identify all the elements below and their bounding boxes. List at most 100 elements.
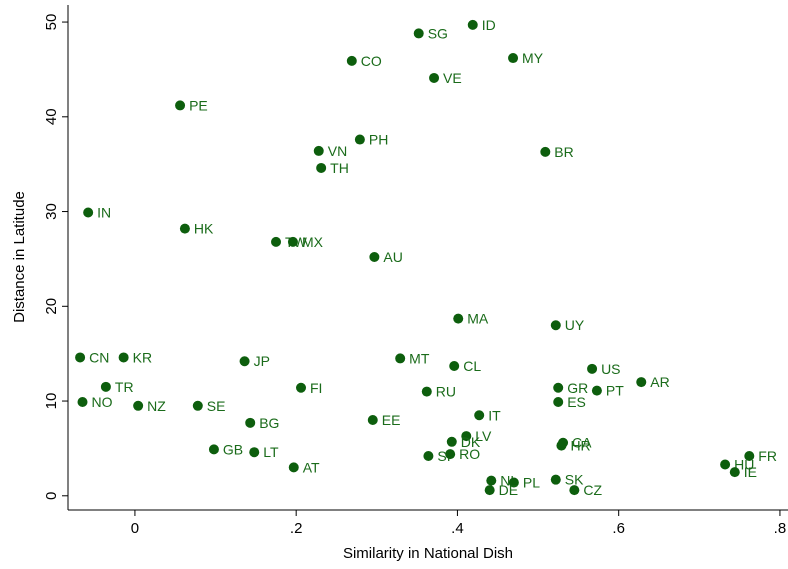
point-label: AU [383,249,402,265]
point-label: IN [97,204,111,220]
point [118,352,129,363]
point-label: TR [115,379,134,395]
point-label: TH [330,160,349,176]
point-label: MA [467,311,489,327]
y-axis-title: Distance in Latitude [11,191,28,323]
point [100,381,111,392]
point [486,475,497,486]
y-tick-label: 20 [43,298,60,315]
point-label: VN [328,143,347,159]
point-label: MX [302,234,324,250]
point [316,162,327,173]
point [313,145,324,156]
point [720,459,731,470]
point-label: PH [369,132,388,148]
point-label: LT [263,444,279,460]
point [208,444,219,455]
point-label: HU [734,457,754,473]
point-label: SK [565,472,584,488]
point [553,396,564,407]
point-label: GB [223,441,243,457]
point [484,485,495,496]
point [395,353,406,364]
point [553,382,564,393]
point [474,410,485,421]
point [421,386,432,397]
point [591,385,602,396]
point-label: FI [310,380,322,396]
point-label: IT [488,407,501,423]
point-label: SE [207,398,226,414]
point [729,467,740,478]
y-tick-label: 0 [43,492,60,500]
point [550,474,561,485]
point [467,19,478,30]
point-label: DK [461,434,481,450]
point [83,207,94,218]
point-label: LV [475,428,492,444]
point [369,252,380,263]
point [445,449,456,460]
x-tick-label: .2 [290,520,303,537]
point [179,223,190,234]
y-tick-label: 40 [43,108,60,125]
point-label: RU [436,384,456,400]
point-label: SG [428,25,448,41]
point-label: FR [758,448,777,464]
y-tick-label: 30 [43,203,60,220]
point-label: BR [554,144,573,160]
x-tick-label: .6 [612,520,625,537]
point-label: VE [443,70,462,86]
point-label: ID [482,17,496,33]
point [569,485,580,496]
point [75,352,86,363]
point-label: UY [565,317,585,333]
point [192,400,203,411]
point [558,437,569,448]
point-label: CO [361,53,382,69]
point-label: RO [459,446,480,462]
point-label: PL [523,475,540,491]
point [446,436,457,447]
point [354,134,365,145]
x-tick-label: 0 [131,520,139,537]
point [133,400,144,411]
point [449,360,460,371]
point [367,414,378,425]
point [296,382,307,393]
point [413,28,424,39]
point-label: BG [259,415,279,431]
point [429,72,440,83]
point [175,100,186,111]
point [249,447,260,458]
point-label: NO [92,394,113,410]
point [239,356,250,367]
point-label: AR [650,374,669,390]
point-label: HK [194,221,214,237]
point-label: EE [382,412,401,428]
point [271,236,282,247]
point-label: MT [409,350,430,366]
point-label: MY [522,50,544,66]
point-label: US [601,361,620,377]
x-tick-label: .4 [451,520,464,537]
point-label: CN [89,349,109,365]
y-tick-label: 10 [43,393,60,410]
point-label: PT [606,383,624,399]
point [287,236,298,247]
point [461,431,472,442]
point-label: CZ [583,482,602,498]
point [636,377,647,388]
point-label: PE [189,97,208,113]
point [508,53,519,64]
point-label: KR [133,349,152,365]
point-label: NZ [147,398,166,414]
point-label: JP [254,353,270,369]
x-tick-label: .8 [774,520,787,537]
point-label: ES [567,394,586,410]
point [288,462,299,473]
point-label: AT [303,459,320,475]
point [245,417,256,428]
point [587,363,598,374]
